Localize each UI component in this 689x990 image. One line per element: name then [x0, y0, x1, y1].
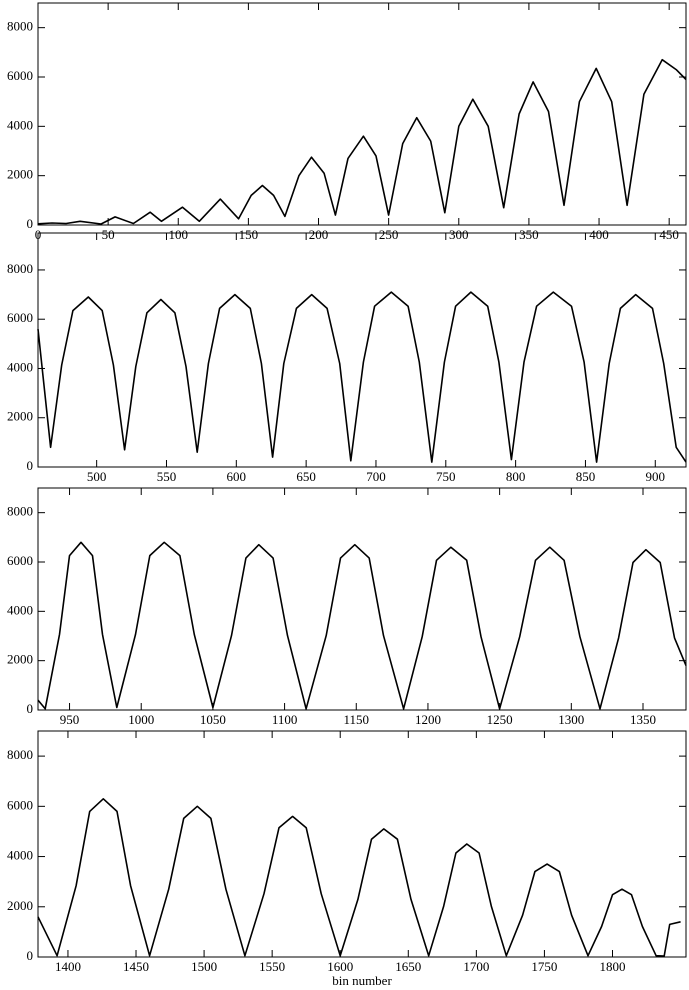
y-tick-label: 0: [27, 948, 34, 963]
x-tick-label: 550: [157, 469, 177, 484]
x-tick-label: 50: [102, 227, 115, 242]
y-tick-label: 4000: [7, 602, 33, 617]
y-tick-label: 6000: [7, 68, 33, 83]
x-tick-label: 750: [436, 469, 456, 484]
y-tick-label: 4000: [7, 848, 33, 863]
x-tick-label: 1550: [259, 959, 285, 974]
x-tick-label: 100: [169, 227, 189, 242]
x-tick-label: 1150: [343, 712, 369, 727]
plot-frame: [37, 232, 687, 468]
model-line: [37, 798, 681, 957]
y-tick-label: 8000: [7, 19, 33, 34]
x-tick-label: 950: [60, 712, 80, 727]
x-tick-label: 600: [227, 469, 247, 484]
x-tick-label: 900: [646, 469, 666, 484]
model-line: [37, 58, 687, 225]
x-tick-label: 1500: [191, 959, 217, 974]
x-tick-label: 1200: [415, 712, 441, 727]
y-tick-label: 0: [27, 216, 34, 231]
plot-frame: [37, 487, 687, 711]
x-tick-label: 300: [449, 227, 469, 242]
x-tick-label: 1400: [55, 959, 81, 974]
x-tick-label: 1100: [272, 712, 298, 727]
x-tick-label: 1600: [327, 959, 353, 974]
y-tick-label: 2000: [7, 167, 33, 182]
x-axis-label: bin number: [332, 973, 392, 988]
y-tick-label: 8000: [7, 261, 33, 276]
y-tick-label: 6000: [7, 797, 33, 812]
x-tick-label: 850: [576, 469, 596, 484]
y-tick-label: 2000: [7, 652, 33, 667]
y-tick-label: 2000: [7, 409, 33, 424]
plot-frame: [37, 730, 687, 958]
x-tick-label: 1050: [200, 712, 226, 727]
x-tick-label: 1300: [558, 712, 584, 727]
x-tick-label: 1250: [487, 712, 513, 727]
y-tick-label: 2000: [7, 898, 33, 913]
x-tick-label: 200: [309, 227, 329, 242]
y-tick-label: 4000: [7, 117, 33, 132]
y-tick-label: 0: [27, 458, 34, 473]
x-tick-label: 250: [379, 227, 399, 242]
y-tick-label: 8000: [7, 504, 33, 519]
model-line: [37, 541, 687, 710]
y-tick-label: 8000: [7, 747, 33, 762]
x-tick-label: 1700: [463, 959, 489, 974]
plot-frame: [37, 2, 687, 226]
x-tick-label: 150: [239, 227, 259, 242]
x-tick-label: 350: [519, 227, 539, 242]
x-tick-label: 400: [589, 227, 609, 242]
y-tick-label: 0: [27, 701, 34, 716]
x-tick-label: 800: [506, 469, 526, 484]
x-tick-label: 1350: [630, 712, 656, 727]
x-tick-label: 500: [87, 469, 107, 484]
x-tick-label: 1800: [599, 959, 625, 974]
x-tick-label: 650: [296, 469, 316, 484]
x-tick-label: 1000: [128, 712, 154, 727]
y-tick-label: 6000: [7, 553, 33, 568]
y-tick-label: 6000: [7, 310, 33, 325]
x-tick-label: 1750: [531, 959, 557, 974]
x-tick-label: 700: [366, 469, 386, 484]
x-tick-label: 450: [659, 227, 679, 242]
model-line: [37, 291, 687, 463]
x-tick-label: 1650: [395, 959, 421, 974]
x-tick-label: 1450: [123, 959, 149, 974]
y-tick-label: 4000: [7, 359, 33, 374]
